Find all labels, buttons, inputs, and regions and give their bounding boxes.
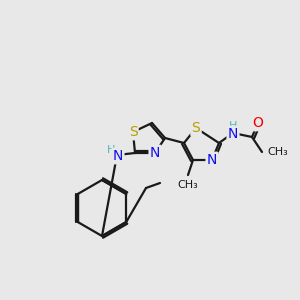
Text: CH₃: CH₃ bbox=[178, 180, 198, 190]
Text: N: N bbox=[150, 146, 160, 160]
Text: H: H bbox=[229, 121, 237, 131]
Text: S: S bbox=[129, 125, 137, 139]
Text: N: N bbox=[207, 153, 217, 167]
Text: S: S bbox=[192, 121, 200, 135]
Text: N: N bbox=[228, 127, 238, 141]
Text: O: O bbox=[253, 116, 263, 130]
Text: H: H bbox=[107, 145, 115, 155]
Text: CH₃: CH₃ bbox=[267, 147, 288, 157]
Text: N: N bbox=[113, 149, 123, 163]
